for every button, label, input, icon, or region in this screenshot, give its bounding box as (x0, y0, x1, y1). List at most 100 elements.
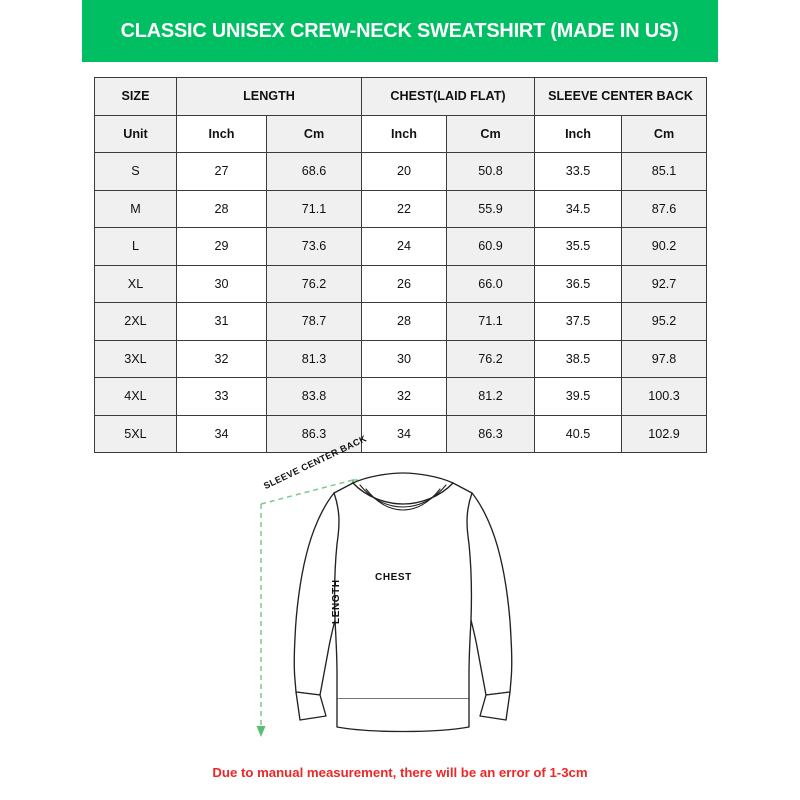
cell-sleeve-cm: 102.9 (621, 414, 708, 453)
cell-sleeve-in: 37.5 (534, 302, 623, 341)
cell-chest-in: 20 (361, 152, 447, 191)
collar-outer (352, 482, 454, 505)
column-group-size: SIZE (94, 77, 177, 116)
cell-size: 5XL (94, 414, 177, 453)
cell-size: M (94, 189, 177, 228)
cell-sleeve-cm: 85.1 (621, 152, 708, 191)
cell-chest-cm: 66.0 (445, 264, 536, 303)
table-row: 4XL 33 83.8 32 81.2 39.5 100.3 (94, 377, 708, 416)
table-row: 5XL 34 86.3 34 86.3 40.5 102.9 (94, 414, 708, 453)
page-title: CLASSIC UNISEX CREW-NECK SWEATSHIRT (MAD… (121, 19, 679, 42)
cell-sleeve-in: 38.5 (534, 339, 623, 378)
collar-ring-2 (365, 488, 441, 511)
cell-size: L (94, 227, 177, 266)
cell-sleeve-cm: 92.7 (621, 264, 708, 303)
size-chart-table-container: SIZE LENGTH CHEST(LAID FLAT) SLEEVE CENT… (94, 77, 708, 453)
right-armhole-seam (466, 492, 473, 621)
column-header-sleeve-cm: Cm (621, 114, 708, 153)
cell-chest-in: 26 (361, 264, 447, 303)
table-body: S 27 68.6 20 50.8 33.5 85.1 M 28 71.1 22… (94, 152, 708, 453)
left-armhole-seam (333, 492, 340, 621)
table-row: L 29 73.6 24 60.9 35.5 90.2 (94, 227, 708, 266)
table-row: 2XL 31 78.7 28 71.1 37.5 95.2 (94, 302, 708, 341)
collar-ring-1 (359, 484, 447, 508)
cell-length-in: 27 (176, 152, 267, 191)
cell-sleeve-in: 33.5 (534, 152, 623, 191)
cell-length-cm: 78.7 (266, 302, 362, 341)
table-group-header-row: SIZE LENGTH CHEST(LAID FLAT) SLEEVE CENT… (94, 77, 708, 116)
cell-size: S (94, 152, 177, 191)
sleeve-diagonal-guide (260, 479, 354, 505)
cell-sleeve-in: 39.5 (534, 377, 623, 416)
column-group-length: LENGTH (176, 77, 362, 116)
cell-sleeve-cm: 87.6 (621, 189, 708, 228)
cell-sleeve-cm: 97.8 (621, 339, 708, 378)
sweatshirt-illustration (256, 472, 513, 737)
sleeve-arrow-down (256, 726, 266, 737)
cell-size: 4XL (94, 377, 177, 416)
cell-length-in: 31 (176, 302, 267, 341)
cell-chest-in: 30 (361, 339, 447, 378)
cell-chest-in: 28 (361, 302, 447, 341)
column-header-length-in: Inch (176, 114, 267, 153)
cell-chest-in: 24 (361, 227, 447, 266)
table-row: 3XL 32 81.3 30 76.2 38.5 97.8 (94, 339, 708, 378)
cell-chest-cm: 71.1 (445, 302, 536, 341)
cell-length-cm: 71.1 (266, 189, 362, 228)
cell-sleeve-in: 40.5 (534, 414, 623, 453)
column-header-sleeve-in: Inch (534, 114, 623, 153)
cell-length-in: 28 (176, 189, 267, 228)
cell-sleeve-in: 34.5 (534, 189, 623, 228)
cell-size: 3XL (94, 339, 177, 378)
cell-length-in: 32 (176, 339, 267, 378)
cell-sleeve-in: 36.5 (534, 264, 623, 303)
cell-length-cm: 83.8 (266, 377, 362, 416)
header-banner: CLASSIC UNISEX CREW-NECK SWEATSHIRT (MAD… (82, 0, 718, 62)
chest-measure-label: CHEST (375, 572, 412, 583)
table-row: S 27 68.6 20 50.8 33.5 85.1 (94, 152, 708, 191)
column-header-chest-in: Inch (361, 114, 447, 153)
cell-chest-cm: 55.9 (445, 189, 536, 228)
cell-size: XL (94, 264, 177, 303)
cell-length-cm: 86.3 (266, 414, 362, 453)
cell-sleeve-in: 35.5 (534, 227, 623, 266)
sweatshirt-outline (293, 472, 513, 733)
cell-chest-cm: 76.2 (445, 339, 536, 378)
cell-sleeve-cm: 90.2 (621, 227, 708, 266)
body-and-sleeves (293, 472, 513, 700)
hem-band (336, 698, 470, 733)
cell-chest-cm: 86.3 (445, 414, 536, 453)
cell-chest-cm: 60.9 (445, 227, 536, 266)
cell-length-cm: 68.6 (266, 152, 362, 191)
cell-length-in: 29 (176, 227, 267, 266)
column-group-sleeve: SLEEVE CENTER BACK (534, 77, 708, 116)
table-row: XL 30 76.2 26 66.0 36.5 92.7 (94, 264, 708, 303)
left-cuff (295, 691, 327, 721)
table-row: M 28 71.1 22 55.9 34.5 87.6 (94, 189, 708, 228)
cell-length-in: 30 (176, 264, 267, 303)
cell-chest-in: 34 (361, 414, 447, 453)
garment-diagram (240, 452, 570, 752)
length-measure-label: LENGTH (331, 579, 342, 624)
cell-length-cm: 76.2 (266, 264, 362, 303)
table-unit-header-row: Unit Inch Cm Inch Cm Inch Cm (94, 114, 708, 153)
cell-sleeve-cm: 95.2 (621, 302, 708, 341)
right-cuff (479, 691, 511, 721)
cell-chest-in: 32 (361, 377, 447, 416)
column-header-length-cm: Cm (266, 114, 362, 153)
cell-chest-cm: 50.8 (445, 152, 536, 191)
size-chart-table: SIZE LENGTH CHEST(LAID FLAT) SLEEVE CENT… (94, 77, 708, 453)
table-head: SIZE LENGTH CHEST(LAID FLAT) SLEEVE CENT… (94, 77, 708, 153)
cell-chest-cm: 81.2 (445, 377, 536, 416)
cell-length-in: 34 (176, 414, 267, 453)
column-header-chest-cm: Cm (445, 114, 536, 153)
cell-chest-in: 22 (361, 189, 447, 228)
measurement-disclaimer: Due to manual measurement, there will be… (212, 765, 588, 780)
cell-length-cm: 73.6 (266, 227, 362, 266)
cell-length-in: 33 (176, 377, 267, 416)
cell-sleeve-cm: 100.3 (621, 377, 708, 416)
column-header-unit: Unit (94, 114, 177, 153)
column-group-chest: CHEST(LAID FLAT) (360, 77, 536, 116)
cell-size: 2XL (94, 302, 177, 341)
cell-length-cm: 81.3 (266, 339, 362, 378)
